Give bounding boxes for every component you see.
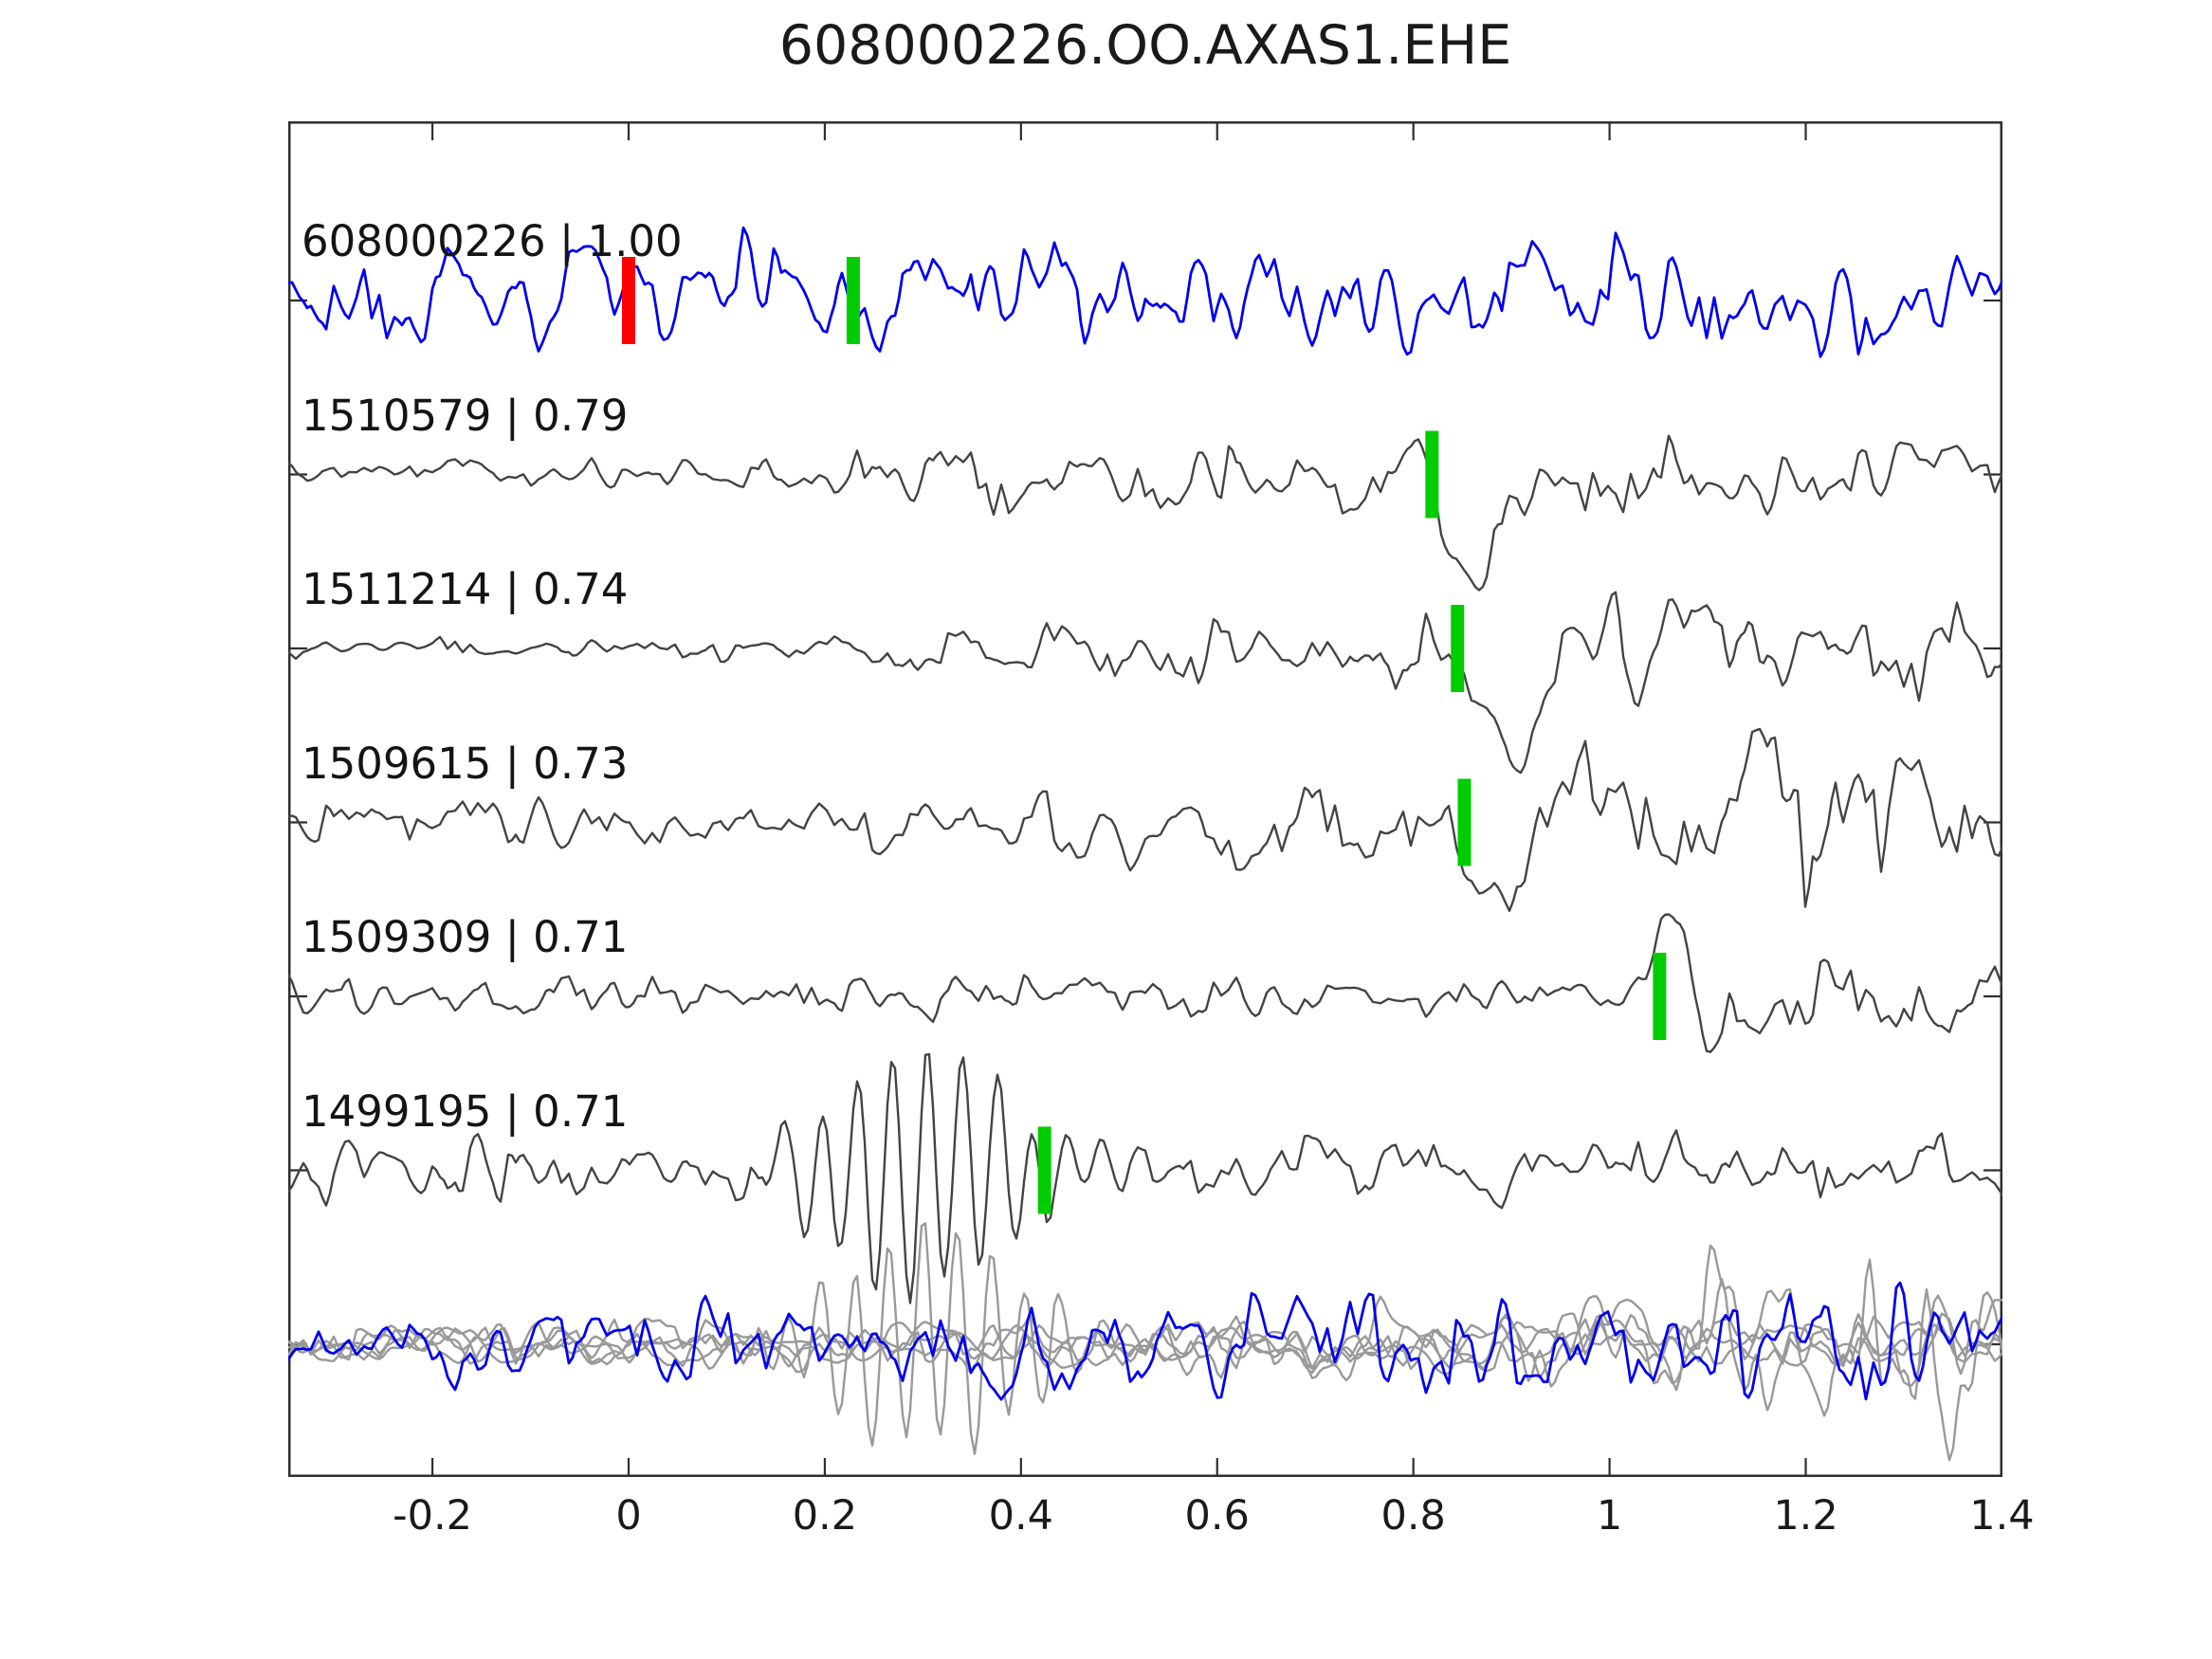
x-tick-label: 1.2 bbox=[1773, 1492, 1838, 1540]
x-tick-label: -0.2 bbox=[393, 1492, 473, 1540]
x-tick-label: 0 bbox=[615, 1492, 642, 1540]
trace-label-detection-5: 1499195 | 0.71 bbox=[302, 1085, 629, 1137]
plot-area: 608000226 | 1.00 1510579 | 0.79 1511214 … bbox=[288, 121, 2002, 1477]
x-tick-label: 0.4 bbox=[988, 1492, 1054, 1540]
x-tick-label: 1 bbox=[1596, 1492, 1623, 1540]
trace-label-template: 608000226 | 1.00 bbox=[302, 216, 683, 266]
x-tick-label: 0.2 bbox=[792, 1492, 858, 1540]
trace-label-detection-1: 1510579 | 0.79 bbox=[302, 390, 629, 441]
chart-title: 608000226.OO.AXAS1.EHE bbox=[778, 14, 1512, 77]
trace-label-detection-3: 1509615 | 0.73 bbox=[302, 738, 629, 789]
x-tick-label: 1.4 bbox=[1969, 1492, 2035, 1540]
trace-label-detection-2: 1511214 | 0.74 bbox=[302, 564, 629, 614]
x-tick-label: 0.8 bbox=[1380, 1492, 1446, 1540]
x-tick-label: 0.6 bbox=[1184, 1492, 1250, 1540]
waveform-canvas bbox=[288, 121, 2002, 1477]
trace-label-detection-4: 1509309 | 0.71 bbox=[302, 912, 629, 962]
